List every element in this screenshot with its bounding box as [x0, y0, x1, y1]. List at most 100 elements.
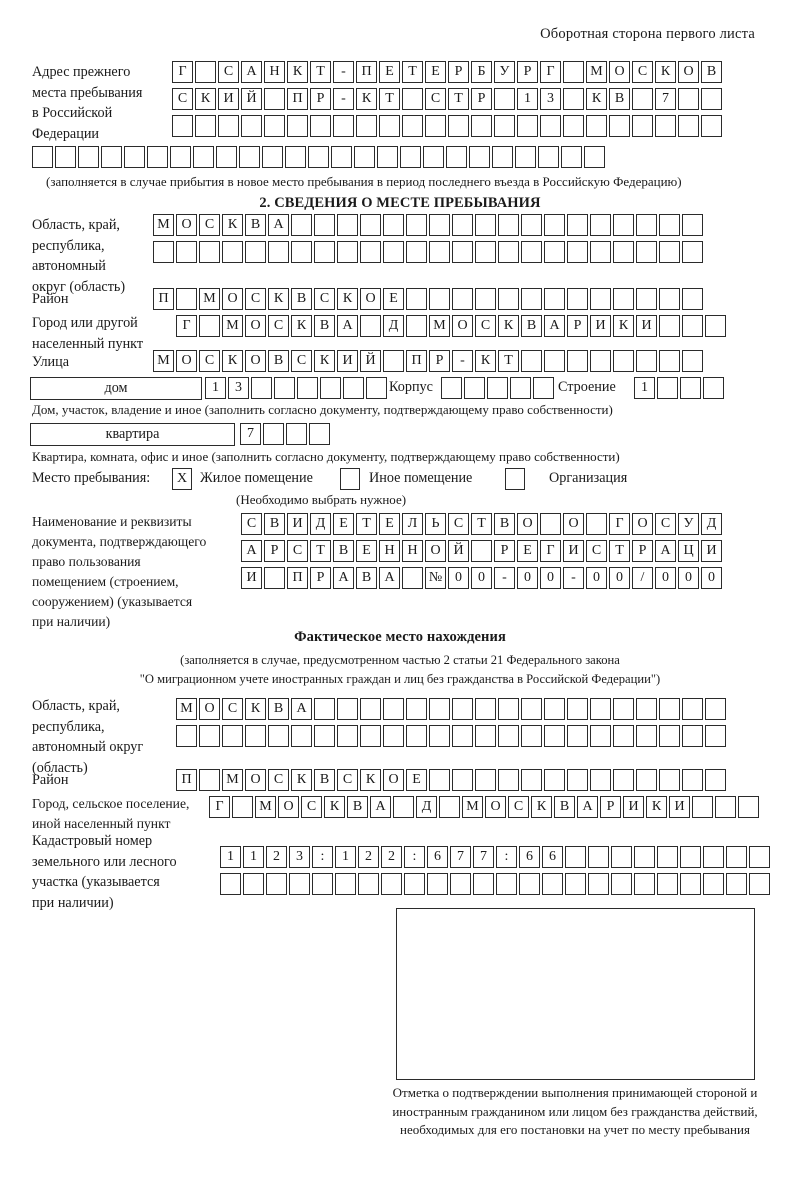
char-cell[interactable]: [705, 769, 726, 791]
char-cell[interactable]: Р: [310, 567, 331, 589]
previous-address-row-4[interactable]: [32, 146, 607, 168]
char-cell[interactable]: [383, 241, 404, 263]
char-cell[interactable]: С: [245, 288, 266, 310]
char-cell[interactable]: [404, 873, 425, 895]
char-cell[interactable]: [402, 115, 423, 137]
stay-option-checkbox-2[interactable]: [340, 468, 360, 490]
char-cell[interactable]: К: [613, 315, 634, 337]
char-cell[interactable]: [360, 725, 381, 747]
char-cell[interactable]: [475, 214, 496, 236]
char-cell[interactable]: И: [669, 796, 690, 818]
document-row-3[interactable]: И П Р А В А № 0 0-0 0-0 0/0 0 0: [241, 567, 724, 589]
char-cell[interactable]: П: [356, 61, 377, 83]
char-cell[interactable]: [586, 115, 607, 137]
char-cell[interactable]: О: [222, 288, 243, 310]
char-cell[interactable]: [310, 115, 331, 137]
char-cell[interactable]: [195, 61, 216, 83]
char-cell[interactable]: [521, 214, 542, 236]
char-cell[interactable]: Т: [471, 513, 492, 535]
char-cell[interactable]: [239, 146, 260, 168]
char-cell[interactable]: С: [268, 769, 289, 791]
char-cell[interactable]: [588, 873, 609, 895]
char-cell[interactable]: [358, 873, 379, 895]
char-cell[interactable]: М: [153, 214, 174, 236]
char-cell[interactable]: [540, 513, 561, 535]
char-cell[interactable]: [383, 725, 404, 747]
char-cell[interactable]: [636, 241, 657, 263]
char-cell[interactable]: [314, 725, 335, 747]
char-cell[interactable]: Р: [429, 350, 450, 372]
char-cell[interactable]: В: [245, 214, 266, 236]
char-cell[interactable]: [170, 146, 191, 168]
char-cell[interactable]: [383, 214, 404, 236]
char-cell[interactable]: [521, 769, 542, 791]
char-cell[interactable]: [634, 846, 655, 868]
char-cell[interactable]: [561, 146, 582, 168]
char-cell[interactable]: У: [678, 513, 699, 535]
char-cell[interactable]: [331, 146, 352, 168]
char-cell[interactable]: [308, 146, 329, 168]
char-cell[interactable]: [452, 725, 473, 747]
char-cell[interactable]: Д: [383, 315, 404, 337]
char-cell[interactable]: И: [218, 88, 239, 110]
char-cell[interactable]: [703, 846, 724, 868]
char-cell[interactable]: [636, 769, 657, 791]
char-cell[interactable]: 3: [289, 846, 310, 868]
char-cell[interactable]: -: [563, 567, 584, 589]
char-cell[interactable]: 0: [471, 567, 492, 589]
char-cell[interactable]: 2: [381, 846, 402, 868]
char-cell[interactable]: [393, 796, 414, 818]
char-cell[interactable]: М: [222, 315, 243, 337]
char-cell[interactable]: О: [245, 769, 266, 791]
char-cell[interactable]: [475, 241, 496, 263]
char-cell[interactable]: С: [287, 540, 308, 562]
char-cell[interactable]: [563, 115, 584, 137]
char-cell[interactable]: [406, 214, 427, 236]
char-cell[interactable]: Г: [540, 540, 561, 562]
char-cell[interactable]: С: [632, 61, 653, 83]
char-cell[interactable]: [441, 377, 462, 399]
char-cell[interactable]: К: [314, 350, 335, 372]
char-cell[interactable]: Р: [567, 315, 588, 337]
char-cell[interactable]: Й: [448, 540, 469, 562]
char-cell[interactable]: Т: [498, 350, 519, 372]
char-cell[interactable]: К: [498, 315, 519, 337]
char-cell[interactable]: [544, 214, 565, 236]
char-cell[interactable]: [682, 698, 703, 720]
char-cell[interactable]: Г: [209, 796, 230, 818]
char-cell[interactable]: [262, 146, 283, 168]
char-cell[interactable]: [584, 146, 605, 168]
char-cell[interactable]: [439, 796, 460, 818]
char-cell[interactable]: А: [241, 61, 262, 83]
char-cell[interactable]: [567, 725, 588, 747]
char-cell[interactable]: С: [199, 214, 220, 236]
char-cell[interactable]: Й: [241, 88, 262, 110]
char-cell[interactable]: И: [287, 513, 308, 535]
char-cell[interactable]: В: [314, 315, 335, 337]
char-cell[interactable]: П: [406, 350, 427, 372]
char-cell[interactable]: [632, 88, 653, 110]
char-cell[interactable]: [264, 567, 285, 589]
char-cell[interactable]: В: [521, 315, 542, 337]
char-cell[interactable]: [383, 698, 404, 720]
char-cell[interactable]: [475, 288, 496, 310]
char-cell[interactable]: С: [222, 698, 243, 720]
char-cell[interactable]: О: [452, 315, 473, 337]
char-cell[interactable]: К: [222, 350, 243, 372]
char-cell[interactable]: [337, 214, 358, 236]
section2-region-row-2[interactable]: [153, 241, 705, 263]
char-cell[interactable]: [521, 698, 542, 720]
char-cell[interactable]: [567, 769, 588, 791]
char-cell[interactable]: [356, 115, 377, 137]
char-cell[interactable]: [268, 725, 289, 747]
char-cell[interactable]: О: [383, 769, 404, 791]
char-cell[interactable]: О: [425, 540, 446, 562]
char-cell[interactable]: 0: [701, 567, 722, 589]
char-cell[interactable]: [588, 846, 609, 868]
char-cell[interactable]: [406, 241, 427, 263]
char-cell[interactable]: [291, 241, 312, 263]
